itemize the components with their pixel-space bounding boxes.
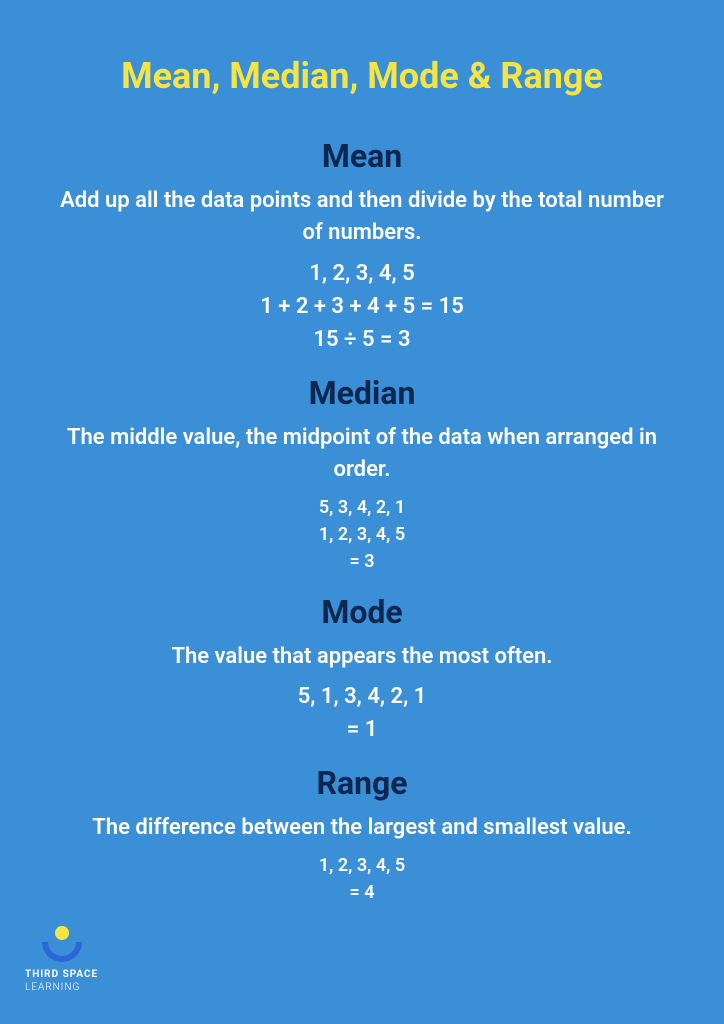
median-example-3: = 3	[60, 548, 664, 575]
mode-example-1: 5, 1, 3, 4, 2, 1	[60, 680, 664, 713]
mode-section: Mode The value that appears the most oft…	[60, 593, 664, 747]
median-example-1: 5, 3, 4, 2, 1	[60, 494, 664, 521]
mode-description: The value that appears the most often.	[60, 641, 664, 673]
mean-section: Mean Add up all the data points and then…	[60, 137, 664, 356]
logo-text: THIRD SPACE LEARNING	[25, 968, 98, 994]
logo-icon	[41, 926, 83, 964]
median-section: Median The middle value, the midpoint of…	[60, 374, 664, 575]
logo-arc-icon	[42, 942, 82, 962]
main-title: Mean, Median, Mode & Range	[121, 55, 603, 97]
range-heading: Range	[60, 764, 664, 802]
mean-example-2: 1 + 2 + 3 + 4 + 5 = 15	[60, 290, 664, 323]
range-description: The difference between the largest and s…	[60, 812, 664, 844]
infographic-container: Mean, Median, Mode & Range Mean Add up a…	[0, 0, 724, 1024]
mean-description: Add up all the data points and then divi…	[60, 185, 664, 249]
range-section: Range The difference between the largest…	[60, 764, 664, 906]
range-example-2: = 4	[60, 879, 664, 906]
logo-dot-icon	[55, 926, 69, 940]
mean-example-1: 1, 2, 3, 4, 5	[60, 257, 664, 290]
mean-example-3: 15 ÷ 5 = 3	[60, 323, 664, 356]
median-description: The middle value, the midpoint of the da…	[60, 422, 664, 486]
range-example-1: 1, 2, 3, 4, 5	[60, 852, 664, 879]
median-example-2: 1, 2, 3, 4, 5	[60, 521, 664, 548]
brand-logo: THIRD SPACE LEARNING	[25, 926, 98, 994]
mean-heading: Mean	[60, 137, 664, 175]
median-heading: Median	[60, 374, 664, 412]
logo-brand-line1: THIRD SPACE	[25, 969, 98, 980]
logo-brand-line2: LEARNING	[25, 982, 80, 993]
mode-example-2: = 1	[60, 713, 664, 746]
mode-heading: Mode	[60, 593, 664, 631]
